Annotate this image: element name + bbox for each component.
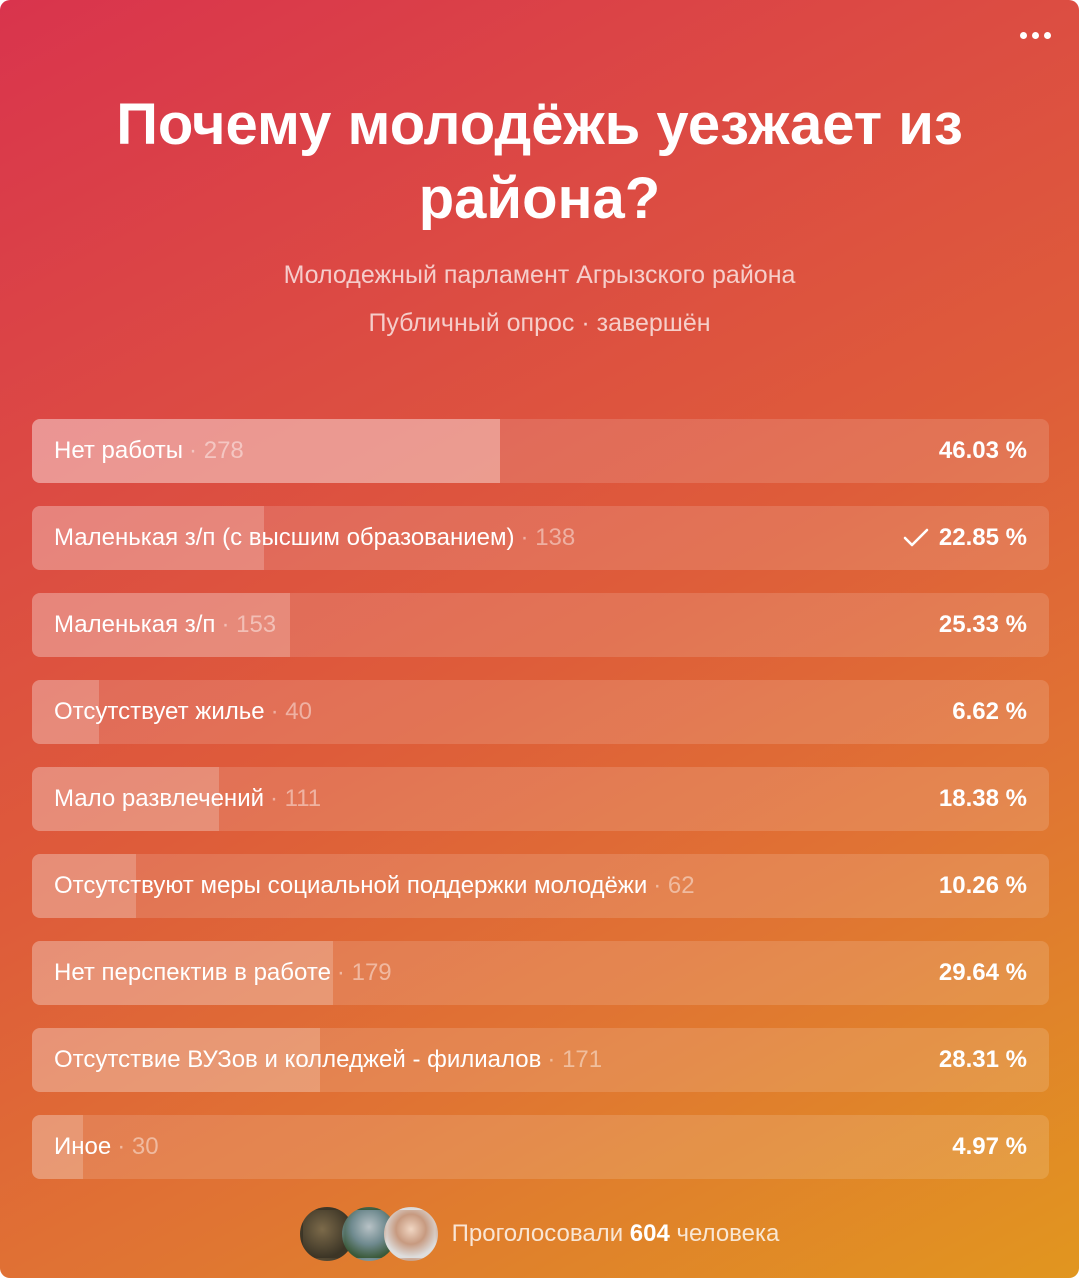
voters-count-text[interactable]: Проголосовали 604 человека bbox=[452, 1220, 780, 1248]
poll-option-votes: 30 bbox=[117, 1133, 159, 1161]
poll-options: Нет работы278 46.03 % Маленькая з/п (с выс… bbox=[32, 419, 1049, 1202]
poll-option-fill bbox=[32, 1115, 83, 1179]
poll-option-fill bbox=[32, 854, 137, 918]
poll-option-percent-value: 10.26 % bbox=[938, 872, 1027, 899]
poll-option[interactable]: Отсутствуют меры социальной поддержки мо… bbox=[32, 854, 1049, 918]
poll-option-label: Иное30 bbox=[54, 1115, 159, 1179]
poll-footer[interactable]: Проголосовали 604 человека bbox=[0, 1207, 1079, 1261]
poll-option-text: Отсутствие ВУЗов и колледжей - филиалов bbox=[54, 1046, 542, 1073]
poll-option-text: Отсутствует жилье bbox=[54, 698, 265, 725]
poll-option[interactable]: Отсутствие ВУЗов и колледжей - филиалов1… bbox=[32, 1028, 1049, 1092]
poll-option-percent: 29.64 % bbox=[939, 941, 1027, 1005]
poll-option-percent: 46.03 % bbox=[939, 419, 1027, 483]
poll-option-fill bbox=[32, 419, 501, 483]
poll-option-percent-value: 18.38 % bbox=[938, 785, 1027, 812]
poll-option-percent-value: 22.85 % bbox=[938, 524, 1027, 551]
poll-option-label: Нет работы278 bbox=[54, 419, 244, 483]
poll-option-text: Мало развлечений bbox=[54, 785, 264, 812]
poll-option-votes: 179 bbox=[337, 959, 392, 987]
poll-option-percent: 28.31 % bbox=[939, 1028, 1027, 1092]
poll-option-percent-value: 25.33 % bbox=[938, 611, 1027, 638]
poll-option-label: Нет перспектив в работе179 bbox=[54, 941, 392, 1005]
checkmark-icon bbox=[903, 528, 929, 548]
voter-avatars[interactable] bbox=[299, 1207, 438, 1261]
poll-option[interactable]: Отсутствует жилье40 6.62 % bbox=[32, 680, 1049, 744]
poll-option-votes: 40 bbox=[271, 698, 312, 726]
poll-option-percent: 4.97 % bbox=[952, 1115, 1027, 1179]
voters-total: 604 bbox=[629, 1220, 670, 1247]
poll-option-percent-value: 29.64 % bbox=[938, 959, 1027, 986]
poll-option-fill bbox=[32, 680, 100, 744]
poll-author[interactable]: Молодежный парламент Агрызского района bbox=[283, 261, 796, 289]
menu-dot bbox=[1031, 31, 1039, 39]
poll-option-label: Маленькая з/п (с высшим образованием)138 bbox=[54, 506, 575, 570]
poll-option[interactable]: Иное30 4.97 % bbox=[32, 1115, 1049, 1179]
poll-status: Публичный опрос · завершён bbox=[368, 309, 711, 337]
poll-option-text: Нет работы bbox=[54, 437, 184, 464]
poll-option-percent: 25.33 % bbox=[939, 593, 1027, 657]
poll-option-label: Маленькая з/п153 bbox=[54, 593, 276, 657]
poll-option-fill bbox=[32, 767, 219, 831]
poll-option-fill bbox=[32, 506, 265, 570]
voters-prefix: Проголосовали bbox=[451, 1220, 624, 1247]
poll-option[interactable]: Маленькая з/п (с высшим образованием)138… bbox=[32, 506, 1049, 570]
poll-option-label: Отсутствие ВУЗов и колледжей - филиалов1… bbox=[54, 1028, 602, 1092]
poll-option-votes: 171 bbox=[547, 1046, 602, 1074]
menu-dot bbox=[1019, 31, 1027, 39]
poll-option[interactable]: Маленькая з/п153 25.33 % bbox=[32, 593, 1049, 657]
poll-option-percent-value: 6.62 % bbox=[952, 698, 1027, 725]
poll-option-percent: 18.38 % bbox=[939, 767, 1027, 831]
poll-option-votes: 62 bbox=[653, 872, 695, 900]
poll-option-label: Отсутствует жилье40 bbox=[54, 680, 312, 744]
poll-option-label: Мало развлечений111 bbox=[54, 767, 321, 831]
avatar[interactable] bbox=[383, 1207, 438, 1261]
voters-suffix: человека bbox=[676, 1220, 780, 1247]
poll-option-fill bbox=[32, 1028, 320, 1092]
poll-option[interactable]: Нет работы278 46.03 % bbox=[32, 419, 1049, 483]
poll-option-fill bbox=[32, 941, 334, 1005]
poll-option-votes: 138 bbox=[521, 524, 575, 552]
poll-title: Почему молодёжь уезжает из района? bbox=[116, 92, 963, 231]
menu-dot bbox=[1043, 31, 1051, 39]
poll-option-text: Маленькая з/п (с высшим образованием) bbox=[54, 524, 515, 551]
poll-option-text: Маленькая з/п bbox=[54, 611, 216, 638]
poll-option-votes: 111 bbox=[270, 785, 321, 813]
more-options-icon[interactable] bbox=[1013, 20, 1057, 50]
poll-option[interactable]: Мало развлечений111 18.38 % bbox=[32, 767, 1049, 831]
poll-option-percent-value: 28.31 % bbox=[938, 1046, 1027, 1073]
poll-option-text: Нет перспектив в работе bbox=[54, 959, 331, 986]
poll-option-percent: 10.26 % bbox=[939, 854, 1027, 918]
poll-option-percent: 6.62 % bbox=[952, 680, 1027, 744]
poll-option-label: Отсутствуют меры социальной поддержки мо… bbox=[54, 854, 695, 918]
poll-option-votes: 278 bbox=[189, 437, 244, 465]
poll-option-text: Отсутствуют меры социальной поддержки мо… bbox=[54, 872, 648, 899]
poll-option-percent-value: 46.03 % bbox=[938, 437, 1027, 464]
poll-option-text: Иное bbox=[54, 1133, 112, 1160]
poll-option-votes: 153 bbox=[221, 611, 276, 639]
poll-option[interactable]: Нет перспектив в работе179 29.64 % bbox=[32, 941, 1049, 1005]
poll-option-percent-value: 4.97 % bbox=[952, 1133, 1027, 1160]
poll-option-percent: 22.85 % bbox=[903, 506, 1027, 570]
